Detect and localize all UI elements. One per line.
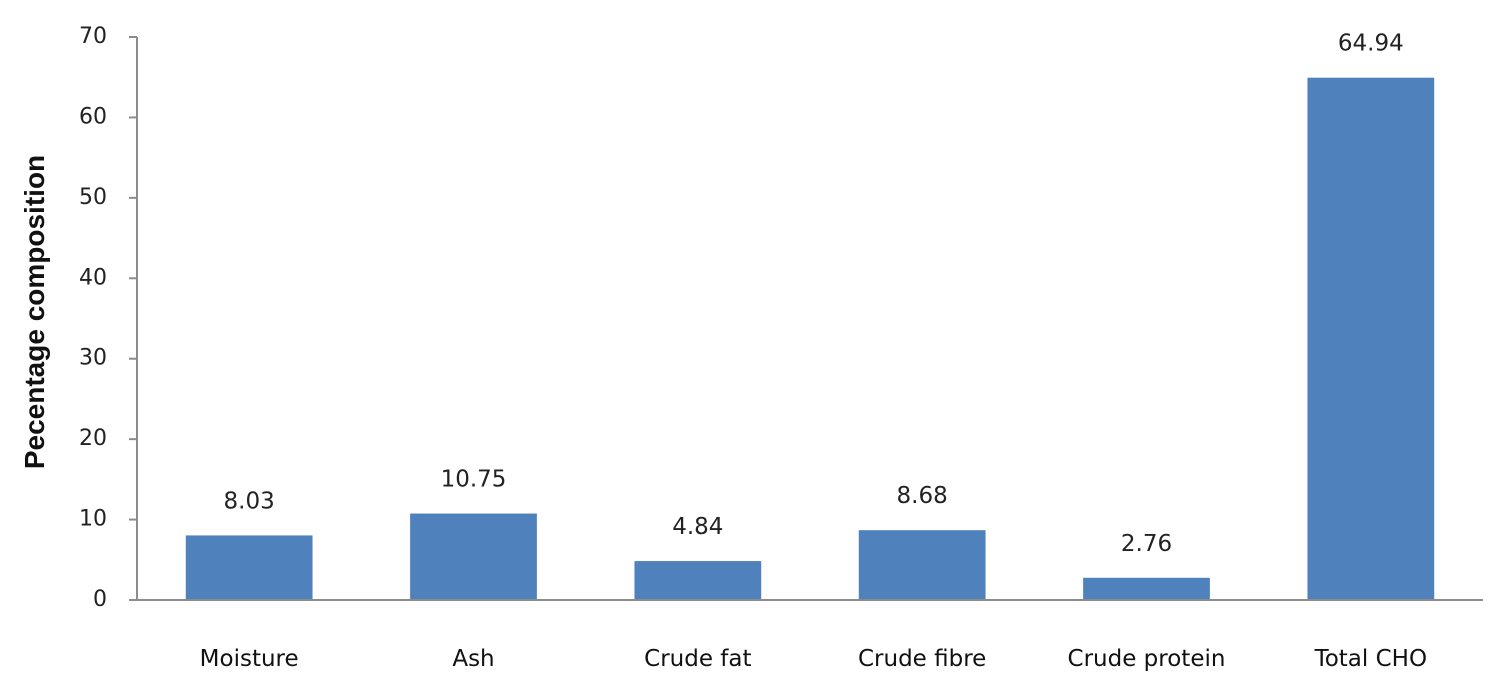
y-tick-label: 0 — [93, 587, 107, 612]
category-label: Crude fat — [644, 646, 751, 672]
data-label: 8.68 — [897, 483, 948, 509]
y-tick-label: 60 — [79, 104, 107, 129]
category-label: Crude protein — [1068, 646, 1226, 672]
category-labels: Moisture Ash Crude fat Crude fibre Crude pro… — [200, 646, 1427, 672]
bar — [858, 530, 986, 600]
y-tick-label: 20 — [79, 426, 107, 451]
category-label: Moisture — [200, 646, 299, 672]
y-tick-label: 40 — [79, 265, 107, 290]
data-label: 64.94 — [1338, 31, 1404, 57]
bar — [410, 513, 537, 600]
bar — [1083, 577, 1210, 600]
data-label: 10.75 — [441, 467, 507, 493]
data-label: 8.03 — [224, 488, 275, 514]
bar — [1307, 77, 1435, 601]
bar — [185, 535, 313, 600]
category-label: Ash — [452, 646, 494, 672]
y-axis-ticks: 0 10 20 30 40 50 60 70 — [79, 24, 137, 612]
data-labels: 8.03 10.75 4.84 8.68 2.76 64.94 — [224, 31, 1404, 557]
category-label: Crude fibre — [858, 646, 986, 672]
category-label: Total CHO — [1314, 646, 1427, 672]
bars — [185, 77, 1435, 601]
data-label: 4.84 — [672, 514, 723, 540]
bar — [634, 561, 762, 600]
y-axis-title: Pecentage composition — [19, 155, 50, 469]
y-tick-label: 70 — [79, 24, 107, 49]
y-tick-label: 10 — [79, 507, 107, 532]
data-label: 2.76 — [1121, 531, 1172, 557]
y-tick-label: 50 — [79, 185, 107, 210]
y-tick-label: 30 — [79, 346, 107, 371]
